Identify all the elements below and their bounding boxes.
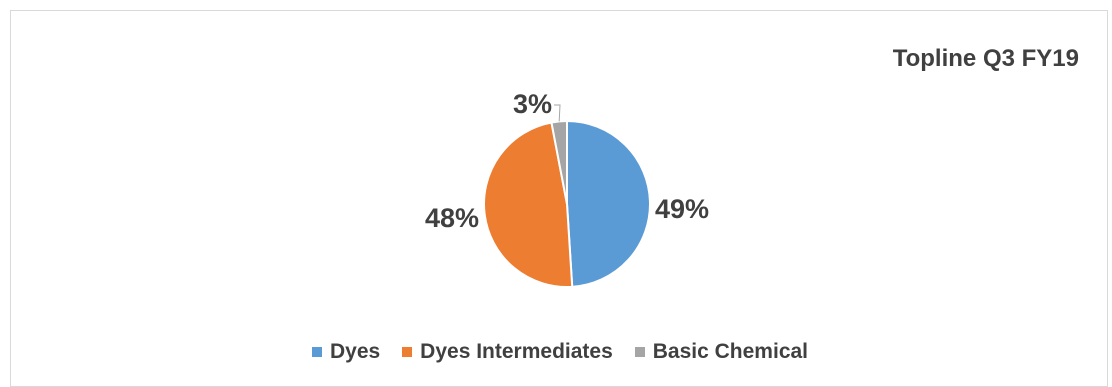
leader-line-basic-chemical (554, 104, 561, 122)
pie-chart: 49% 48% 3% (425, 89, 709, 288)
legend-item-dyes-intermediates: Dyes Intermediates (402, 340, 613, 364)
chart-title: Topline Q3 FY19 (892, 45, 1079, 72)
legend-label-dyes: Dyes (329, 340, 381, 363)
pie-slice-dyes (566, 119, 651, 288)
data-label-basic-chemical: 3% (513, 89, 552, 119)
legend-item-basic-chemical: Basic Chemical (634, 340, 809, 364)
data-labels: 49% 48% 3% (425, 89, 709, 233)
legend: Dyes Dyes Intermediates Basic Chemical (11, 340, 1109, 364)
pie-slices (483, 119, 651, 288)
data-label-dyes: 49% (655, 194, 709, 224)
legend-label-dyes-intermediates: Dyes Intermediates (420, 340, 613, 363)
data-label-dyes-intermediates: 48% (425, 203, 479, 233)
legend-swatch-dyes (311, 347, 322, 357)
legend-item-dyes: Dyes (311, 340, 381, 364)
pie-slice-dyes-intermediates (483, 121, 574, 288)
legend-swatch-basic-chemical (634, 347, 645, 357)
legend-label-basic-chemical: Basic Chemical (652, 340, 809, 363)
leader-lines (554, 104, 561, 122)
chart-container: Topline Q3 FY19 49% 48% 3% Dyes Dyes Interm… (10, 10, 1108, 387)
legend-swatch-dyes-intermediates (402, 347, 413, 357)
